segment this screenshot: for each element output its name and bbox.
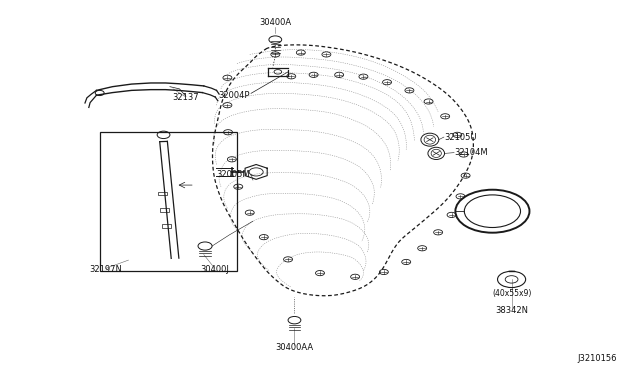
Text: 30400A: 30400A [259, 19, 291, 28]
Text: 32137: 32137 [173, 93, 199, 102]
Bar [160, 208, 169, 212]
Bar [100, 132, 237, 271]
Text: 32105U: 32105U [445, 133, 477, 142]
Text: 38342N: 38342N [495, 306, 528, 315]
Text: 32004P: 32004P [218, 91, 250, 100]
Text: 30400AA: 30400AA [275, 343, 314, 352]
Text: 32197N: 32197N [90, 265, 122, 274]
Bar [161, 224, 170, 228]
Text: 32104M: 32104M [454, 148, 488, 157]
Text: 32005M: 32005M [216, 170, 250, 179]
Text: J3210156: J3210156 [577, 354, 617, 363]
Text: 30400J: 30400J [200, 265, 229, 274]
Bar [158, 192, 167, 196]
Text: (40x55x9): (40x55x9) [492, 289, 531, 298]
